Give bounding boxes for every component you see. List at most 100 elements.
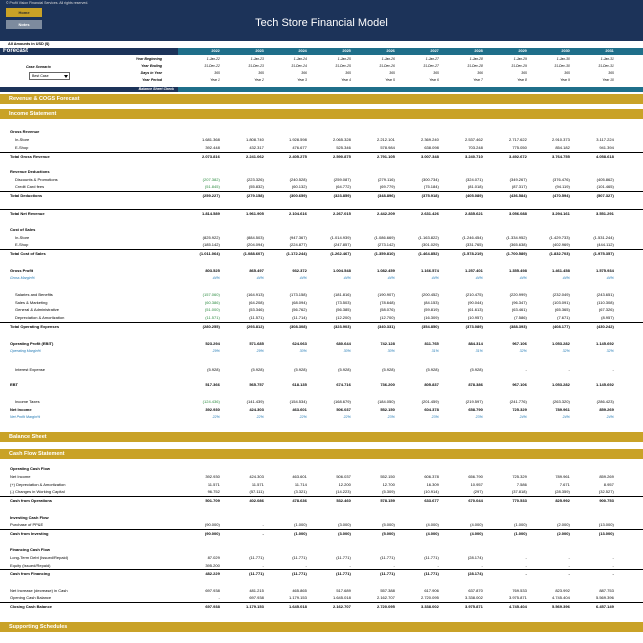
row-cell: 803.525 [205,268,220,273]
row-cell: 674.716 [336,382,351,387]
row-cell: 11.714 [294,482,307,487]
row-cell: (64.208) [248,300,264,305]
section-balance-sheet[interactable]: Balance Sheet [0,432,643,442]
row-cell: 517.366 [205,382,220,387]
section-rev-cogs[interactable]: Revenue & COGS Forecast [0,94,643,104]
row-cell: 8.957 [603,482,614,487]
row-label: Long-Term Debt (Issued/Repaid) [10,555,69,560]
row-cell: (354.850) [421,324,439,329]
table-row: Total Net Revenue 1.814.589 1.961.905 2.104… [0,209,643,216]
row-label: Discounts & Promotions [15,177,58,182]
row-cell: 805.837 [424,382,439,387]
row-cell: 3.117.224 [596,137,614,142]
table-row: Depreciation & Amortization (11.571) (11.5… [0,314,643,321]
row-cell: 1.645.018 [333,595,351,600]
row-cell: (11.714) [292,315,307,320]
row-cell: (323.859) [333,193,351,198]
row-cell: - [568,555,570,560]
table-row: Net Increase (decrease) in Cash 697.938 48… [0,587,643,594]
row-cell: 3.975.871 [465,604,483,609]
section-cash-flow[interactable]: Cash Flow Statement [0,449,643,459]
row-cell: (110.308) [596,300,614,305]
section-income-statement[interactable]: Income Statement [0,109,643,119]
row-cell: 23% [431,415,439,419]
timeline-cell: Year 1 [210,78,220,82]
row-label: Purchase of PP&E [10,522,44,527]
row-cell: 571.685 [249,341,264,346]
row-cell: (1.000) [514,522,527,527]
row-cell: 557.388 [380,588,395,593]
row-cell: (376.476) [552,177,570,182]
row-cell: - [568,571,570,576]
row-cell: 2.267.015 [333,211,351,216]
year-header: 2022 2023 2024 2025 2026 2027 2028 2029 2030 2031 [178,48,643,55]
timeline-cell: Year 6 [429,78,439,82]
row-cell: (28.359) [554,489,570,494]
row-cell: 44% [431,276,439,280]
row-cell: 900.753 [599,498,614,503]
row-cell: - [262,531,264,536]
row-cell: 1.814.589 [202,211,220,216]
table-row: Credit Card fees (51.845) (55.832) (60.132)… [0,183,643,190]
row-cell: (1.464.852) [418,251,439,256]
row-label: Total Deductions [10,193,43,198]
case-scenario-value: Best Case [32,74,49,78]
row-cell: 3.056.088 [509,211,527,216]
row-cell: (884.503) [246,235,264,240]
table-row: Total Operating Expenses (280.255) (293.81… [0,322,643,329]
timeline-label: Days in Year [140,71,162,75]
table-row: Operating Profit (EBIT) 523.294 571.685 624… [0,340,643,347]
row-cell: 3.764.755 [552,154,570,159]
row-cell: (56.385) [335,307,351,312]
row-cell: (68.094) [291,300,307,305]
row-label: Gross Profit [10,268,34,273]
row-cell: - [525,555,527,560]
row-label: Depreciation & Amortization [15,315,65,320]
table-row: Cost of Sales [0,226,643,233]
row-cell: 637.870 [468,588,483,593]
row-cell: 4.058.618 [596,154,614,159]
notes-button[interactable]: Notes [6,20,42,29]
row-cell: - [612,563,614,568]
row-cell: (375.918) [421,193,439,198]
row-cell: (5.000) [382,522,395,527]
row-cell: 7.586 [516,482,527,487]
timeline-cell: 366 [477,71,483,75]
row-cell: (124.436) [202,399,220,404]
row-cell: 463.601 [292,407,307,412]
timeline-cell: Year 4 [341,78,351,82]
row-cell: (157.060) [202,292,220,297]
timeline-cell: 1-Jan-27 [425,57,439,61]
row-cell: (84.153) [423,300,439,305]
row-cell: 392.930 [205,407,220,412]
timeline-label: Year Beginning [135,57,162,61]
row-cell: (11.571) [249,315,264,320]
row-cell: 1.575.934 [596,268,614,273]
row-cell: 3.492.672 [509,154,527,159]
row-cell: 10.957 [470,482,483,487]
row-label: Interest Expense [15,367,46,372]
row-cell: 703.248 [468,145,483,150]
timeline-cell: Year 7 [473,78,483,82]
row-cell: 2.717.622 [509,137,527,142]
timeline-cell: Year 8 [517,78,527,82]
row-cell: 1.808.740 [246,137,264,142]
row-cell: (53.346) [248,307,264,312]
row-cell: - [218,595,220,600]
row-cell: (220.999) [509,292,527,297]
row-cell: (13.000) [598,531,614,536]
row-cell: 1.355.498 [509,268,527,273]
row-cell: 29% [212,349,220,353]
section-supporting-schedules[interactable]: Supporting Schedules [0,622,643,632]
row-cell: (164.913) [246,292,264,297]
row-cell: (11.771) [249,555,264,560]
home-button[interactable]: Home [6,8,42,17]
timeline-cell: 365 [564,71,570,75]
row-cell: (96.347) [511,300,527,305]
row-cell: (300.734) [421,177,439,182]
amounts-note: All Amounts in USD ($) [8,42,50,46]
row-cell: (57.111) [249,489,264,494]
case-scenario-select[interactable]: Best Case [29,72,70,80]
row-cell: 501.709 [205,498,220,503]
table-row: E-Shop 392.448 432.317 476.677 525.346 578.98… [0,144,643,151]
